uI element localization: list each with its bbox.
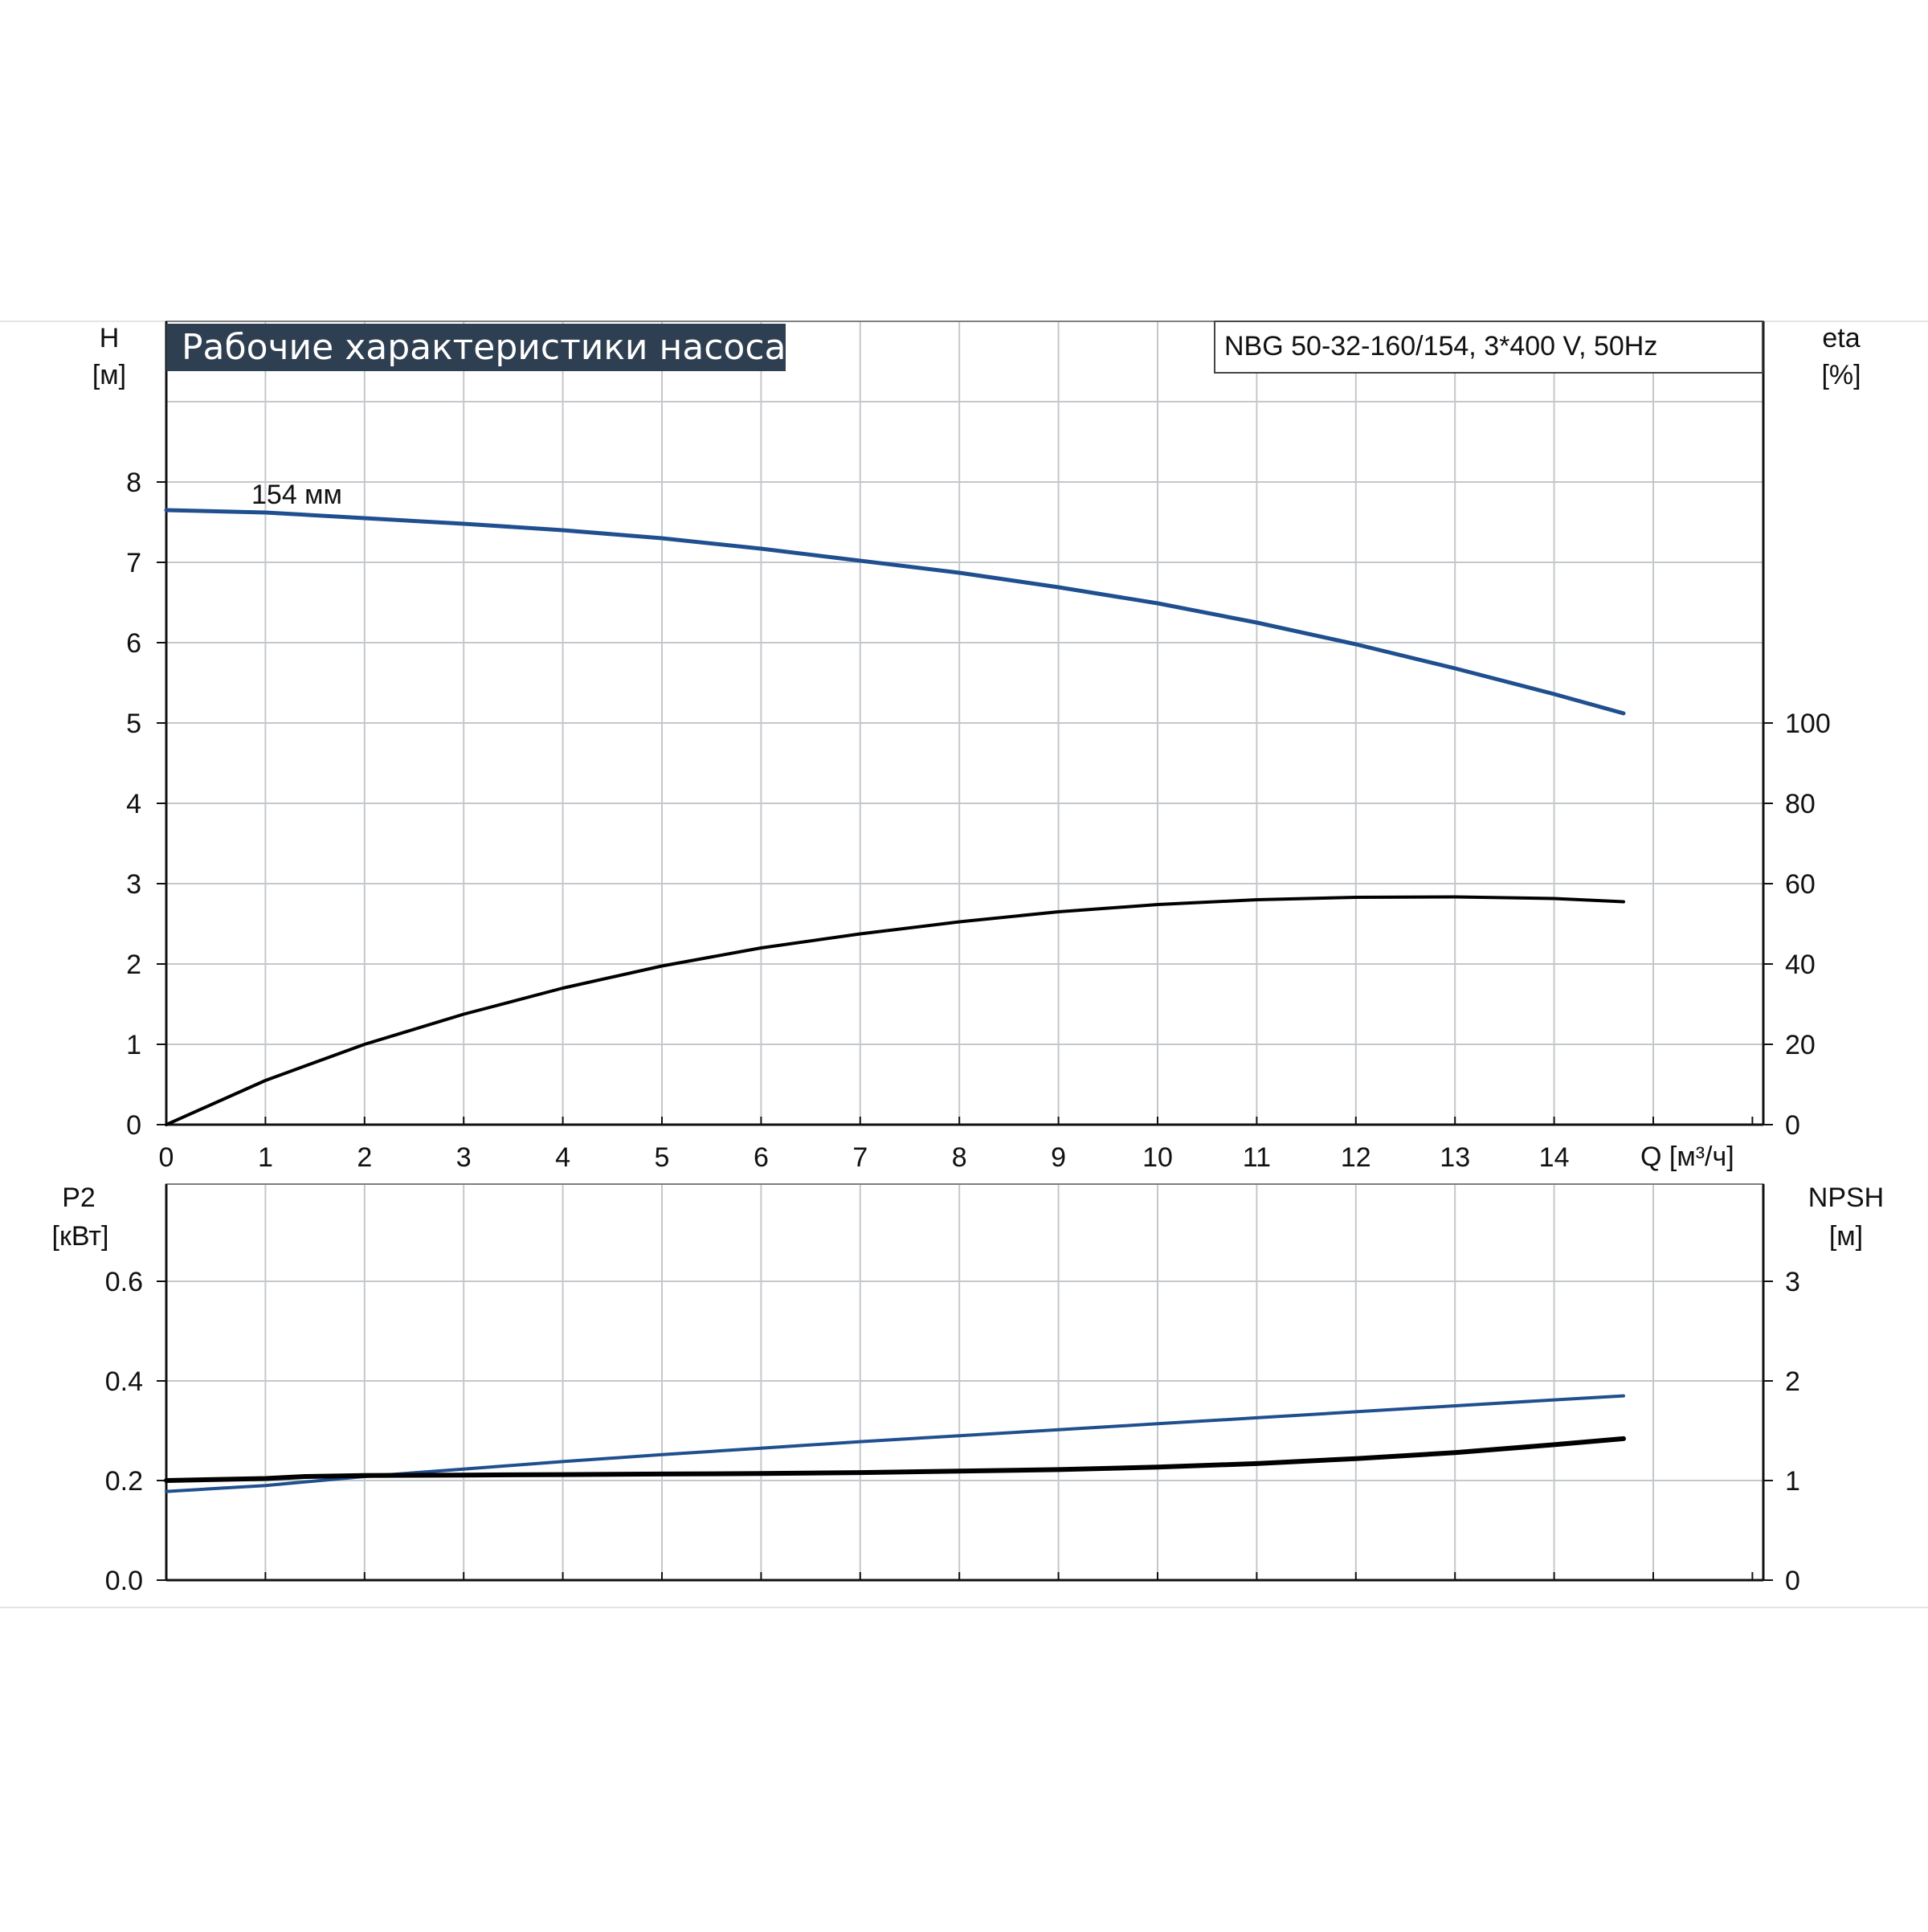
h-tick-label: 5 xyxy=(126,709,141,739)
npsh-axis-unit: [м] xyxy=(1829,1221,1863,1252)
x-tick-label: 7 xyxy=(852,1142,868,1173)
series-label-154mm: 154 мм xyxy=(251,480,342,510)
x-tick-label: 12 xyxy=(1341,1142,1371,1173)
x-tick-label: 4 xyxy=(555,1142,570,1173)
lower-panel-frame xyxy=(165,1183,1764,1581)
x-tick-label: 5 xyxy=(655,1142,670,1173)
h-tick-label: 2 xyxy=(126,950,141,980)
h-tick-label: 7 xyxy=(126,548,141,578)
eta-axis-label: eta xyxy=(1822,323,1860,353)
h-tick-label: 4 xyxy=(126,789,141,819)
x-tick-label: 2 xyxy=(357,1142,372,1173)
eta-tick-label: 60 xyxy=(1785,869,1816,900)
eta-tick-label: 80 xyxy=(1785,789,1816,819)
x-tick-label: 1 xyxy=(258,1142,273,1173)
x-tick-label: 3 xyxy=(456,1142,472,1173)
eta-axis-unit: [%] xyxy=(1821,360,1861,390)
npsh-tick-label: 2 xyxy=(1785,1366,1800,1397)
p2-axis-label: P2 xyxy=(62,1182,96,1213)
eta-tick-label: 0 xyxy=(1785,1110,1800,1141)
axes xyxy=(157,321,1773,1582)
x-tick-label: 0 xyxy=(159,1142,174,1173)
h-tick-label: 0 xyxy=(126,1110,141,1141)
p2-tick-label: 0.2 xyxy=(105,1466,143,1497)
data-series xyxy=(164,508,1626,1493)
panel-frames xyxy=(165,321,1764,1581)
x-tick-label: 10 xyxy=(1142,1142,1173,1173)
x-tick-label: 8 xyxy=(952,1142,967,1173)
eta-tick-label: 100 xyxy=(1785,709,1831,739)
title-background xyxy=(166,324,786,371)
chart-title: Рабочие характеристики насоса xyxy=(182,327,786,368)
head-curve xyxy=(164,508,1626,716)
x-tick-label: 9 xyxy=(1051,1142,1066,1173)
p2-tick-label: 0.6 xyxy=(105,1267,143,1297)
x-tick-label: 6 xyxy=(754,1142,769,1173)
x-tick-label: 14 xyxy=(1539,1142,1570,1173)
npsh-axis-label: NPSH xyxy=(1808,1182,1884,1213)
h-axis-label: H xyxy=(100,323,120,353)
h-tick-label: 1 xyxy=(126,1030,141,1060)
x-tick-label: 11 xyxy=(1243,1142,1271,1173)
eta-tick-label: 40 xyxy=(1785,950,1816,980)
q-axis-label: Q [м³/ч] xyxy=(1640,1142,1734,1172)
p2-tick-label: 0.4 xyxy=(105,1366,143,1397)
h-tick-label: 8 xyxy=(126,468,141,498)
efficiency-curve xyxy=(165,895,1625,1126)
model-label-box xyxy=(1214,321,1763,374)
x-tick-label: 13 xyxy=(1440,1142,1470,1173)
npsh-tick-label: 3 xyxy=(1785,1267,1800,1297)
p2-axis-unit: [кВт] xyxy=(52,1221,109,1252)
model-label: NBG 50-32-160/154, 3*400 V, 50Hz xyxy=(1224,331,1657,361)
h-tick-label: 6 xyxy=(126,628,141,659)
h-tick-label: 3 xyxy=(126,869,141,900)
npsh-curve xyxy=(164,1436,1626,1483)
tick-labels: 0 1 2 3 4 5 6 7 8 9 10 11 12 13 1401234567802040608010… xyxy=(105,468,1831,1596)
npsh-tick-label: 0 xyxy=(1785,1566,1800,1596)
npsh-tick-label: 1 xyxy=(1785,1466,1800,1497)
grid-lines xyxy=(166,321,1763,1580)
h-axis-unit: [м] xyxy=(92,360,126,390)
eta-tick-label: 20 xyxy=(1785,1030,1816,1060)
power-curve xyxy=(165,1394,1625,1493)
p2-tick-label: 0.0 xyxy=(105,1566,143,1596)
